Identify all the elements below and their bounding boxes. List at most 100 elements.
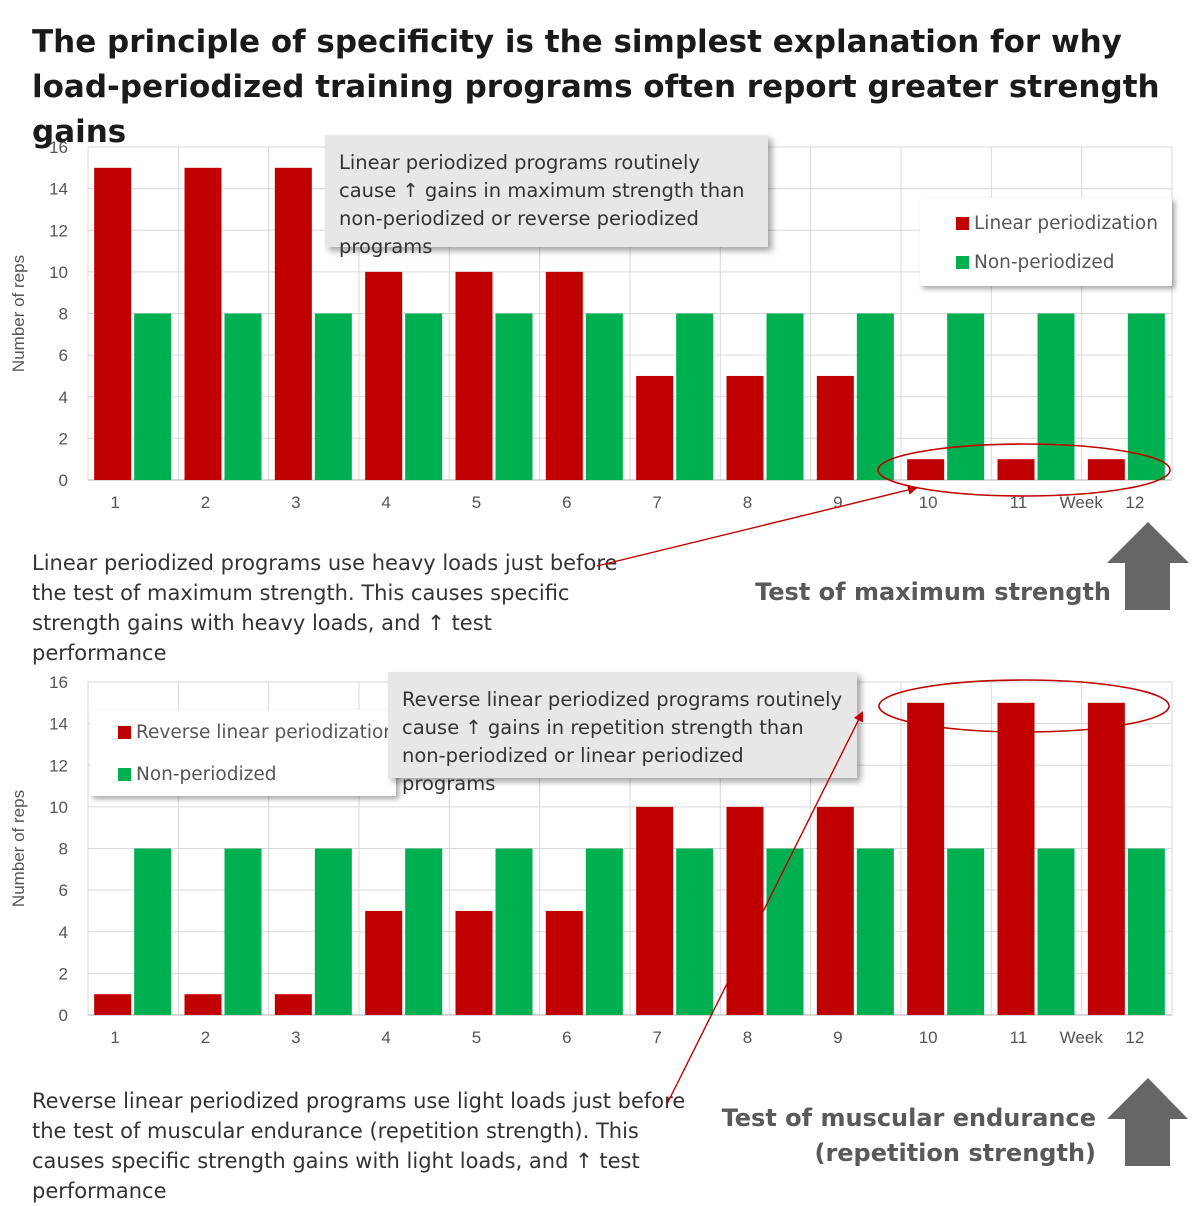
x-axis-label: Week [1060,493,1104,512]
bar-red-week-9 [816,375,854,480]
x-tick-label: 4 [381,1028,390,1047]
x-tick-label: 10 [919,1028,938,1047]
bar-green-week-10 [947,313,985,480]
bar-red-week-1 [94,994,132,1015]
x-tick-label: 11 [1010,493,1028,512]
y-tick-label: 4 [59,388,68,407]
bar-red-week-4 [365,910,403,1015]
bar-green-week-7 [676,848,714,1015]
legend-swatch-green [118,768,131,781]
note-heavy-loads: Linear periodized programs use heavy loa… [32,548,622,668]
bar-red-week-10 [907,702,945,1015]
x-tick-label: 9 [833,493,842,512]
legend-item-nonperiodized-2: Non-periodized [118,764,276,785]
bar-red-week-9 [816,806,854,1015]
y-tick-label: 10 [49,263,68,282]
bar-green-week-5 [495,313,533,480]
x-tick-label: 1 [110,493,119,512]
y-tick-label: 12 [49,221,68,240]
bar-green-week-3 [314,313,352,480]
bar-red-week-6 [545,271,583,480]
y-tick-label: 10 [49,798,68,817]
bar-green-week-9 [856,848,894,1015]
bar-green-week-8 [766,313,804,480]
bar-green-week-11 [1037,848,1075,1015]
x-tick-label: 10 [919,493,938,512]
bar-red-week-1 [94,167,132,480]
bar-red-week-7 [636,375,674,480]
x-tick-label: 7 [652,1028,661,1047]
note-light-loads-text: Reverse linear periodized programs use l… [32,1089,686,1203]
legend-swatch-red [956,217,969,230]
note-heavy-loads-text: Linear periodized programs use heavy loa… [32,551,618,665]
legend-item-linear: Linear periodization [956,213,1158,234]
y-axis-label: Number of reps [9,255,28,372]
legend-swatch-green [956,256,969,269]
bar-green-week-8 [766,848,804,1015]
legend-label-nonperiodized: Non-periodized [974,252,1115,273]
test-label-maximum-strength: Test of maximum strength [755,578,1111,606]
x-tick-label: 7 [652,493,661,512]
legend-item-nonperiodized: Non-periodized [956,252,1114,273]
legend-top: Linear periodization Non-periodized [920,198,1172,286]
bar-red-week-3 [274,994,312,1015]
y-tick-label: 16 [49,138,68,157]
bar-green-week-6 [585,848,623,1015]
y-tick-label: 14 [49,715,68,734]
bar-red-week-5 [455,271,493,480]
x-tick-label: 9 [833,1028,842,1047]
x-axis-label: Week [1060,1028,1104,1047]
legend-item-reverse-linear: Reverse linear periodization [118,722,395,743]
up-arrow-icon [1107,1078,1188,1166]
bar-green-week-6 [585,313,623,480]
legend-label-nonperiodized-2: Non-periodized [136,764,277,785]
x-tick-label: 3 [291,493,300,512]
bar-green-week-12 [1127,313,1165,480]
bar-red-week-5 [455,910,493,1015]
y-tick-label: 6 [59,346,68,365]
bar-red-week-4 [365,271,403,480]
bar-green-week-1 [134,848,172,1015]
x-tick-label: 2 [201,493,210,512]
bar-green-week-3 [314,848,352,1015]
bar-red-week-2 [184,167,222,480]
y-tick-label: 8 [59,305,68,324]
legend-bottom: Reverse linear periodization Non-periodi… [90,710,396,796]
up-arrow-icon [1107,522,1189,610]
y-axis-label: Number of reps [9,790,28,907]
x-tick-label: 8 [743,493,752,512]
x-tick-label: 4 [381,493,390,512]
y-tick-label: 8 [59,840,68,859]
bar-green-week-5 [495,848,533,1015]
y-tick-label: 0 [59,471,68,490]
bar-green-week-2 [224,313,262,480]
x-tick-label: 12 [1125,1028,1144,1047]
y-tick-label: 6 [59,881,68,900]
x-tick-label: 3 [291,1028,300,1047]
callout-linear-text: Linear periodized programs routinely cau… [339,151,745,258]
bar-green-week-4 [405,313,443,480]
bar-red-week-7 [636,806,674,1015]
bar-green-week-7 [676,313,714,480]
y-tick-label: 2 [59,429,68,448]
bar-green-week-10 [947,848,985,1015]
bar-red-week-12 [1087,702,1125,1015]
y-tick-label: 2 [59,964,68,983]
y-tick-label: 14 [49,180,68,199]
callout-linear-periodization: Linear periodized programs routinely cau… [325,135,768,258]
x-tick-label: 6 [562,1028,571,1047]
bar-red-week-6 [545,910,583,1015]
bar-red-week-2 [184,994,222,1015]
bar-green-week-4 [405,848,443,1015]
bar-red-week-10 [907,459,945,480]
x-tick-label: 5 [472,1028,481,1047]
x-tick-label: 12 [1125,493,1144,512]
bar-red-week-11 [997,459,1035,480]
legend-swatch-red [118,726,131,739]
bar-green-week-12 [1127,848,1165,1015]
bar-green-week-2 [224,848,262,1015]
x-tick-label: 6 [562,493,571,512]
test-label-muscular-endurance: Test of muscular endurance (repetition s… [721,1104,1096,1167]
page-title: The principle of specificity is the simp… [32,24,1160,150]
